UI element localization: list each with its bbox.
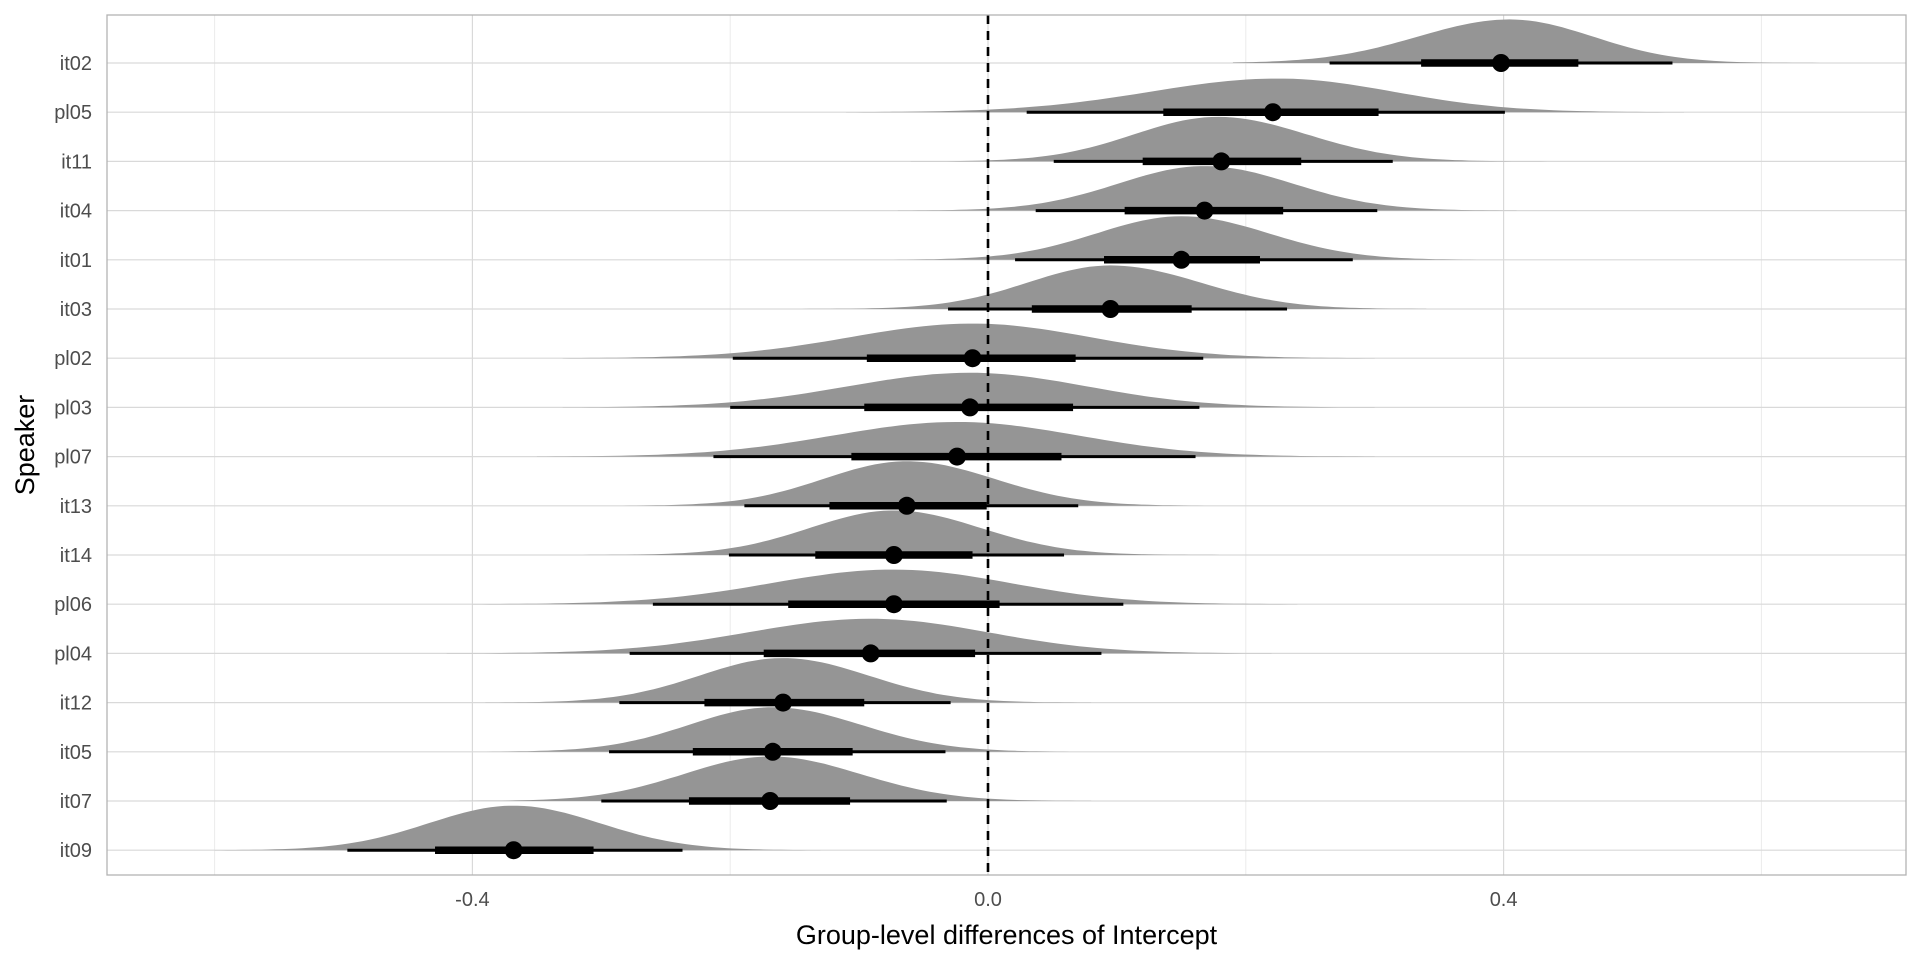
y-tick-it12: it12 bbox=[60, 693, 92, 715]
interval-layer bbox=[347, 54, 1673, 860]
density-pl06 bbox=[472, 569, 1298, 605]
y-tick-labels: it02 pl05 it11 it04 it01 it03 pl02 pl03 pl07 it13… bbox=[54, 53, 92, 862]
y-tick-pl04: pl04 bbox=[54, 643, 92, 665]
y-tick-it13: it13 bbox=[60, 496, 92, 518]
point-it07 bbox=[761, 792, 780, 810]
y-tick-it09: it09 bbox=[60, 840, 92, 862]
point-it13 bbox=[897, 496, 916, 515]
y-tick-pl02: pl02 bbox=[54, 348, 92, 370]
density-pl02 bbox=[562, 323, 1375, 359]
density-pl05 bbox=[846, 78, 1685, 113]
y-tick-pl03: pl03 bbox=[54, 397, 92, 419]
x-tick-label: 0.0 bbox=[974, 889, 1002, 911]
y-tick-it02: it02 bbox=[60, 53, 92, 75]
density-pl07 bbox=[536, 422, 1375, 457]
point-pl06 bbox=[884, 595, 903, 614]
density-it11 bbox=[910, 116, 1556, 162]
point-it01 bbox=[1172, 250, 1191, 269]
y-tick-it14: it14 bbox=[60, 545, 92, 567]
y-tick-it01: it01 bbox=[60, 250, 92, 272]
point-it05 bbox=[763, 742, 782, 761]
point-it14 bbox=[884, 546, 903, 564]
x-tick-labels: -0.4 0.0 0.4 bbox=[455, 889, 1517, 911]
point-it09 bbox=[504, 841, 523, 860]
y-tick-pl07: pl07 bbox=[54, 447, 92, 469]
y-axis-title: Speaker bbox=[10, 395, 40, 496]
point-it11 bbox=[1212, 152, 1231, 171]
point-pl05 bbox=[1263, 103, 1282, 122]
density-it09 bbox=[214, 805, 821, 851]
y-tick-it04: it04 bbox=[60, 201, 92, 223]
x-tick-label: -0.4 bbox=[455, 889, 489, 911]
density-it04 bbox=[897, 166, 1517, 211]
point-pl02 bbox=[963, 349, 982, 368]
density-it05 bbox=[472, 707, 1092, 752]
point-it03 bbox=[1101, 300, 1120, 318]
density-it14 bbox=[575, 510, 1220, 555]
point-it12 bbox=[774, 693, 793, 712]
density-it01 bbox=[872, 216, 1491, 260]
density-it13 bbox=[601, 461, 1233, 506]
y-tick-pl06: pl06 bbox=[54, 594, 92, 616]
y-tick-pl05: pl05 bbox=[54, 102, 92, 124]
y-tick-it05: it05 bbox=[60, 742, 92, 764]
y-tick-it11: it11 bbox=[61, 151, 92, 173]
y-tick-it03: it03 bbox=[60, 299, 92, 321]
x-axis-title: Group-level differences of Intercept bbox=[796, 920, 1218, 950]
y-tick-it07: it07 bbox=[60, 791, 92, 813]
point-pl07 bbox=[948, 447, 967, 466]
density-layer bbox=[214, 19, 1826, 851]
x-tick-label: 0.4 bbox=[1490, 889, 1518, 911]
point-pl04 bbox=[861, 644, 880, 663]
density-pl04 bbox=[446, 618, 1272, 654]
point-pl03 bbox=[960, 398, 979, 417]
density-it12 bbox=[485, 658, 1092, 703]
point-it04 bbox=[1195, 201, 1214, 220]
density-it02 bbox=[1232, 19, 1826, 63]
density-it07 bbox=[459, 756, 1092, 801]
density-pl03 bbox=[562, 372, 1375, 408]
point-it02 bbox=[1492, 54, 1511, 72]
density-it03 bbox=[794, 265, 1427, 309]
panel-border bbox=[106, 14, 1907, 876]
